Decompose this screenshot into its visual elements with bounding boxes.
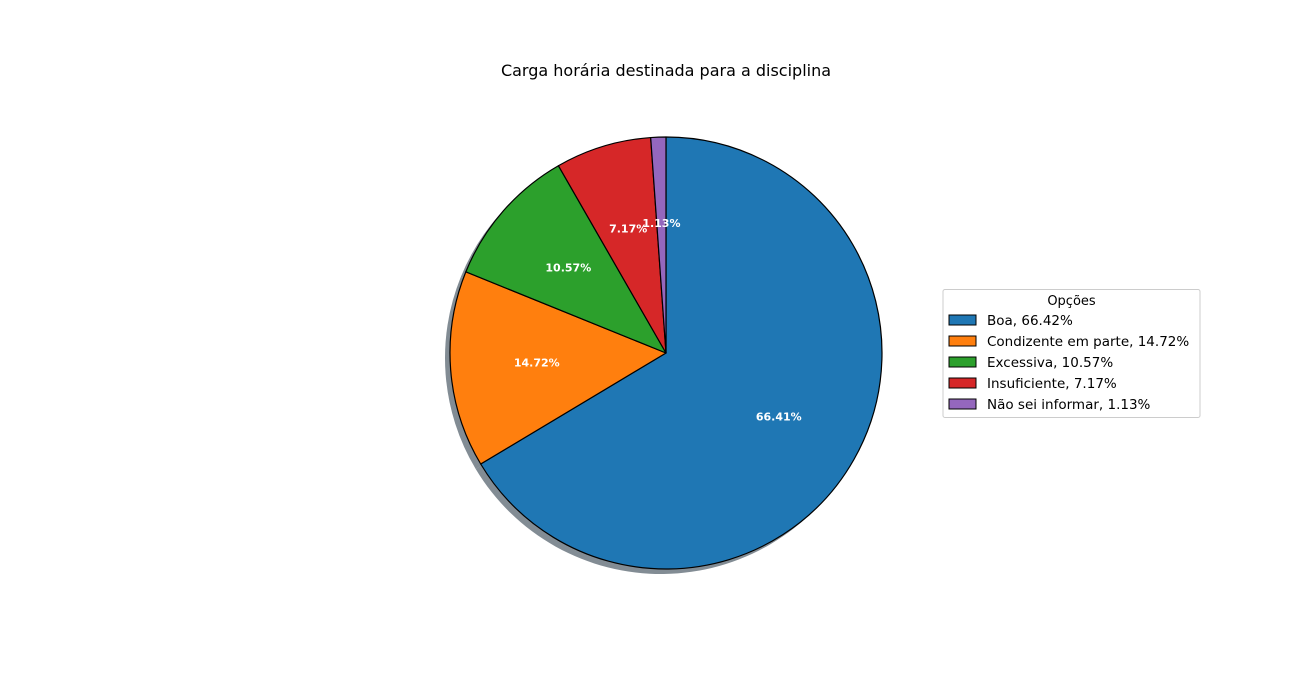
legend-entry-label: Boa, 66.42% — [987, 313, 1073, 329]
slice-condizente-em-parte — [449, 271, 667, 465]
legend-swatch — [948, 377, 977, 389]
legend-entries: Boa, 66.42% Condizente em parte, 14.72% Ex… — [948, 313, 1189, 413]
slice-label-insuficiente: 7.17% — [609, 223, 647, 236]
slice-label-boa: 66.41% — [756, 410, 802, 423]
legend: Opções Boa, 66.42% Condizente em parte, 1… — [942, 289, 1201, 418]
legend-swatch — [948, 314, 977, 326]
legend-frame — [942, 289, 1201, 418]
slice-boa — [480, 136, 883, 570]
slice-nao-sei-informar — [650, 136, 667, 354]
legend-entry-label: Insuficiente, 7.17% — [987, 376, 1117, 392]
legend-entry-label: Não sei informar, 1.13% — [987, 397, 1151, 413]
pie-slices — [449, 136, 883, 570]
slice-label-nao-sei-informar: 1.13% — [642, 217, 680, 230]
legend-swatch — [948, 398, 977, 410]
legend-entry-label: Condizente em parte, 14.72% — [987, 334, 1189, 350]
slice-label-excessiva: 10.57% — [545, 261, 591, 274]
slice-label-condizente-em-parte: 14.72% — [514, 357, 560, 370]
pie-labels: 66.41% 14.72% 10.57% 7.17%1.13% — [514, 217, 802, 423]
chart-title: Carga horária destinada para a disciplin… — [501, 61, 831, 80]
legend-title: Opções — [1047, 294, 1096, 309]
legend-swatch — [948, 356, 977, 368]
slice-excessiva — [465, 165, 667, 354]
legend-entry-label: Excessiva, 10.57% — [987, 355, 1113, 371]
legend-swatch — [948, 335, 977, 347]
